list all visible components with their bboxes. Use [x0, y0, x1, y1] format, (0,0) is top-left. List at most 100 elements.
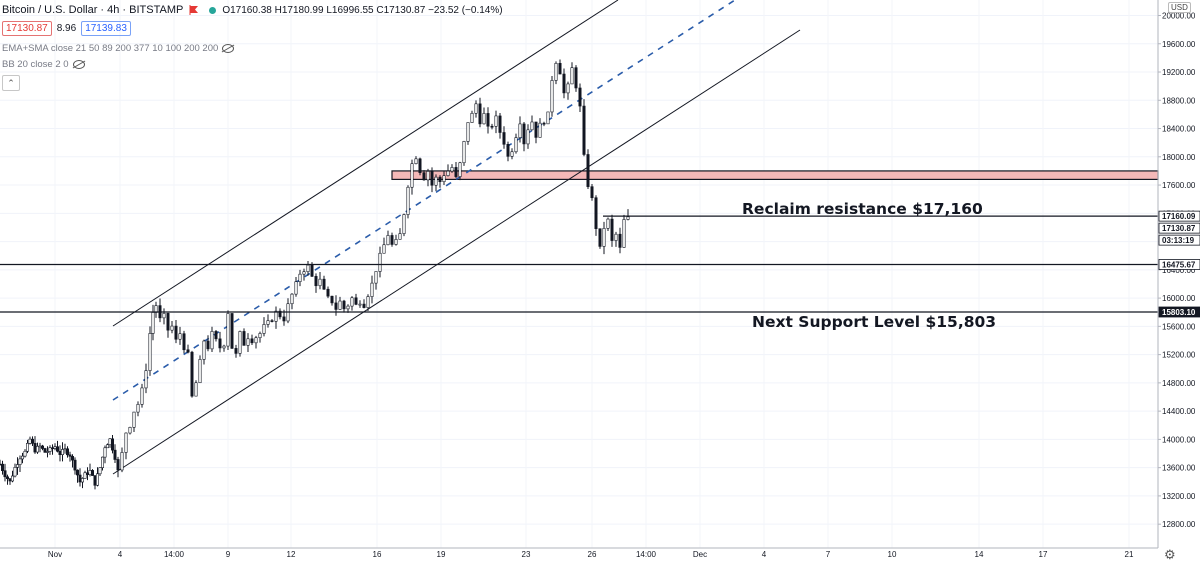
- candle-body: [438, 176, 442, 182]
- time-axis[interactable]: Nov 4 14:00 9 12 16 19 23 26 14:00 Dec 4 7 10 14 17 21: [0, 547, 1158, 559]
- candle-body: [474, 103, 478, 114]
- candle-body: [178, 333, 182, 340]
- candle-body: [298, 273, 302, 282]
- y-tick-label: 16000.00: [1162, 294, 1196, 303]
- indicator-bb[interactable]: BB 20 close 2 0: [2, 56, 503, 72]
- flag-icon[interactable]: [189, 5, 199, 15]
- candle-body: [242, 331, 246, 346]
- hidden-eye-icon[interactable]: [222, 43, 235, 53]
- candle-body: [262, 324, 266, 334]
- candle-body: [71, 456, 75, 461]
- candle-body: [614, 233, 618, 241]
- candle-body: [73, 459, 77, 471]
- candle-body: [108, 438, 112, 446]
- candle-body: [602, 228, 606, 247]
- candle-body: [106, 444, 110, 449]
- candle-body: [382, 244, 386, 254]
- candle-body: [214, 331, 218, 340]
- gear-icon[interactable]: ⚙: [1164, 547, 1176, 562]
- candle-body: [290, 293, 294, 305]
- x-tick-label: 10: [888, 550, 897, 559]
- candle-body: [148, 333, 152, 371]
- candle-body: [250, 338, 254, 344]
- candle-body: [318, 278, 322, 287]
- price-axis[interactable]: 20000.00 19600.00 19200.00 18800.00 18400.00…: [1157, 0, 1196, 548]
- y-tick-label: 19200.00: [1162, 68, 1196, 77]
- buy-button[interactable]: 17139.83: [81, 20, 131, 36]
- y-tick-label: 18800.00: [1162, 96, 1196, 105]
- symbol-title[interactable]: Bitcoin / U.S. Dollar · 4h · BITSTAMP: [2, 4, 184, 16]
- candle-body: [542, 122, 546, 125]
- candle-body: [136, 404, 140, 413]
- y-tick-label: 17600.00: [1162, 181, 1196, 190]
- price-tag-label: 17130.87: [1162, 224, 1196, 233]
- candle-body: [266, 320, 270, 325]
- candle-body: [48, 447, 52, 452]
- currency-label[interactable]: USD: [1168, 2, 1191, 13]
- annotation-text[interactable]: Reclaim resistance $17,160: [742, 200, 983, 218]
- candle-body: [234, 348, 238, 354]
- candle-body: [66, 448, 70, 456]
- candle-body: [566, 83, 570, 94]
- trade-row: 17130.87 8.96 17139.83: [2, 20, 503, 36]
- candle-body: [618, 233, 622, 248]
- candle-body: [28, 438, 32, 444]
- candle-body: [98, 467, 102, 475]
- candle-body: [6, 476, 10, 479]
- candle-body: [278, 310, 282, 318]
- price-tag-box: [1158, 210, 1200, 222]
- sell-button[interactable]: 17130.87: [2, 20, 52, 36]
- horizontal-levels[interactable]: [0, 215, 1158, 313]
- candle-body: [76, 469, 80, 476]
- candle-body: [338, 300, 342, 310]
- spread-value: 8.96: [56, 22, 77, 34]
- x-tick-label: 26: [588, 550, 597, 559]
- candle-body: [402, 214, 406, 234]
- candle-body: [91, 470, 95, 476]
- price-tag-box: [1158, 259, 1200, 270]
- channel-upper-line: [112, 0, 619, 327]
- candle-body: [538, 122, 542, 138]
- candle-body: [490, 125, 494, 128]
- candle-body: [210, 331, 214, 350]
- chevron-up-icon[interactable]: ⌃: [2, 75, 20, 91]
- indicator-ema-sma[interactable]: EMA+SMA close 21 50 89 200 377 10 100 20…: [2, 40, 503, 56]
- symbol-row: Bitcoin / U.S. Dollar · 4h · BITSTAMP O1…: [2, 2, 503, 18]
- candle-body: [132, 411, 136, 428]
- candle-body: [174, 325, 178, 340]
- candle-body: [302, 271, 306, 275]
- x-tick-label: 14:00: [164, 550, 185, 559]
- candle-body: [198, 359, 202, 384]
- candle-body: [194, 382, 198, 397]
- candle-body: [330, 295, 334, 304]
- channel-lower-line: [112, 29, 801, 475]
- candle-body: [342, 300, 346, 310]
- candle-body: [53, 446, 57, 449]
- chart-annotations[interactable]: Reclaim resistance $17,160 Next Support L…: [742, 200, 996, 331]
- candle-body: [140, 387, 144, 405]
- y-tick-label: 14000.00: [1162, 435, 1196, 444]
- candle-body: [594, 197, 598, 229]
- candle-body: [45, 451, 49, 453]
- candle-body: [586, 154, 590, 187]
- candle-body: [418, 158, 422, 173]
- candle-body: [358, 303, 362, 306]
- candle-body: [502, 132, 506, 145]
- price-tag-label: 17160.09: [1162, 212, 1196, 221]
- candle-body: [226, 313, 230, 347]
- indicator-label: BB 20 close 2 0: [2, 58, 69, 70]
- x-tick-label: 21: [1125, 550, 1134, 559]
- candle-body: [222, 345, 226, 349]
- candle-body: [166, 313, 170, 331]
- annotation-text[interactable]: Next Support Level $15,803: [752, 313, 996, 331]
- hidden-eye-icon[interactable]: [72, 59, 85, 69]
- resistance-zone[interactable]: [391, 170, 1159, 181]
- candle-body: [550, 80, 554, 113]
- candle-body: [386, 235, 390, 246]
- candle-body: [522, 123, 526, 145]
- candle-body: [458, 162, 462, 177]
- candle-body: [68, 454, 72, 457]
- candle-body: [258, 333, 262, 339]
- candle-body: [482, 113, 486, 125]
